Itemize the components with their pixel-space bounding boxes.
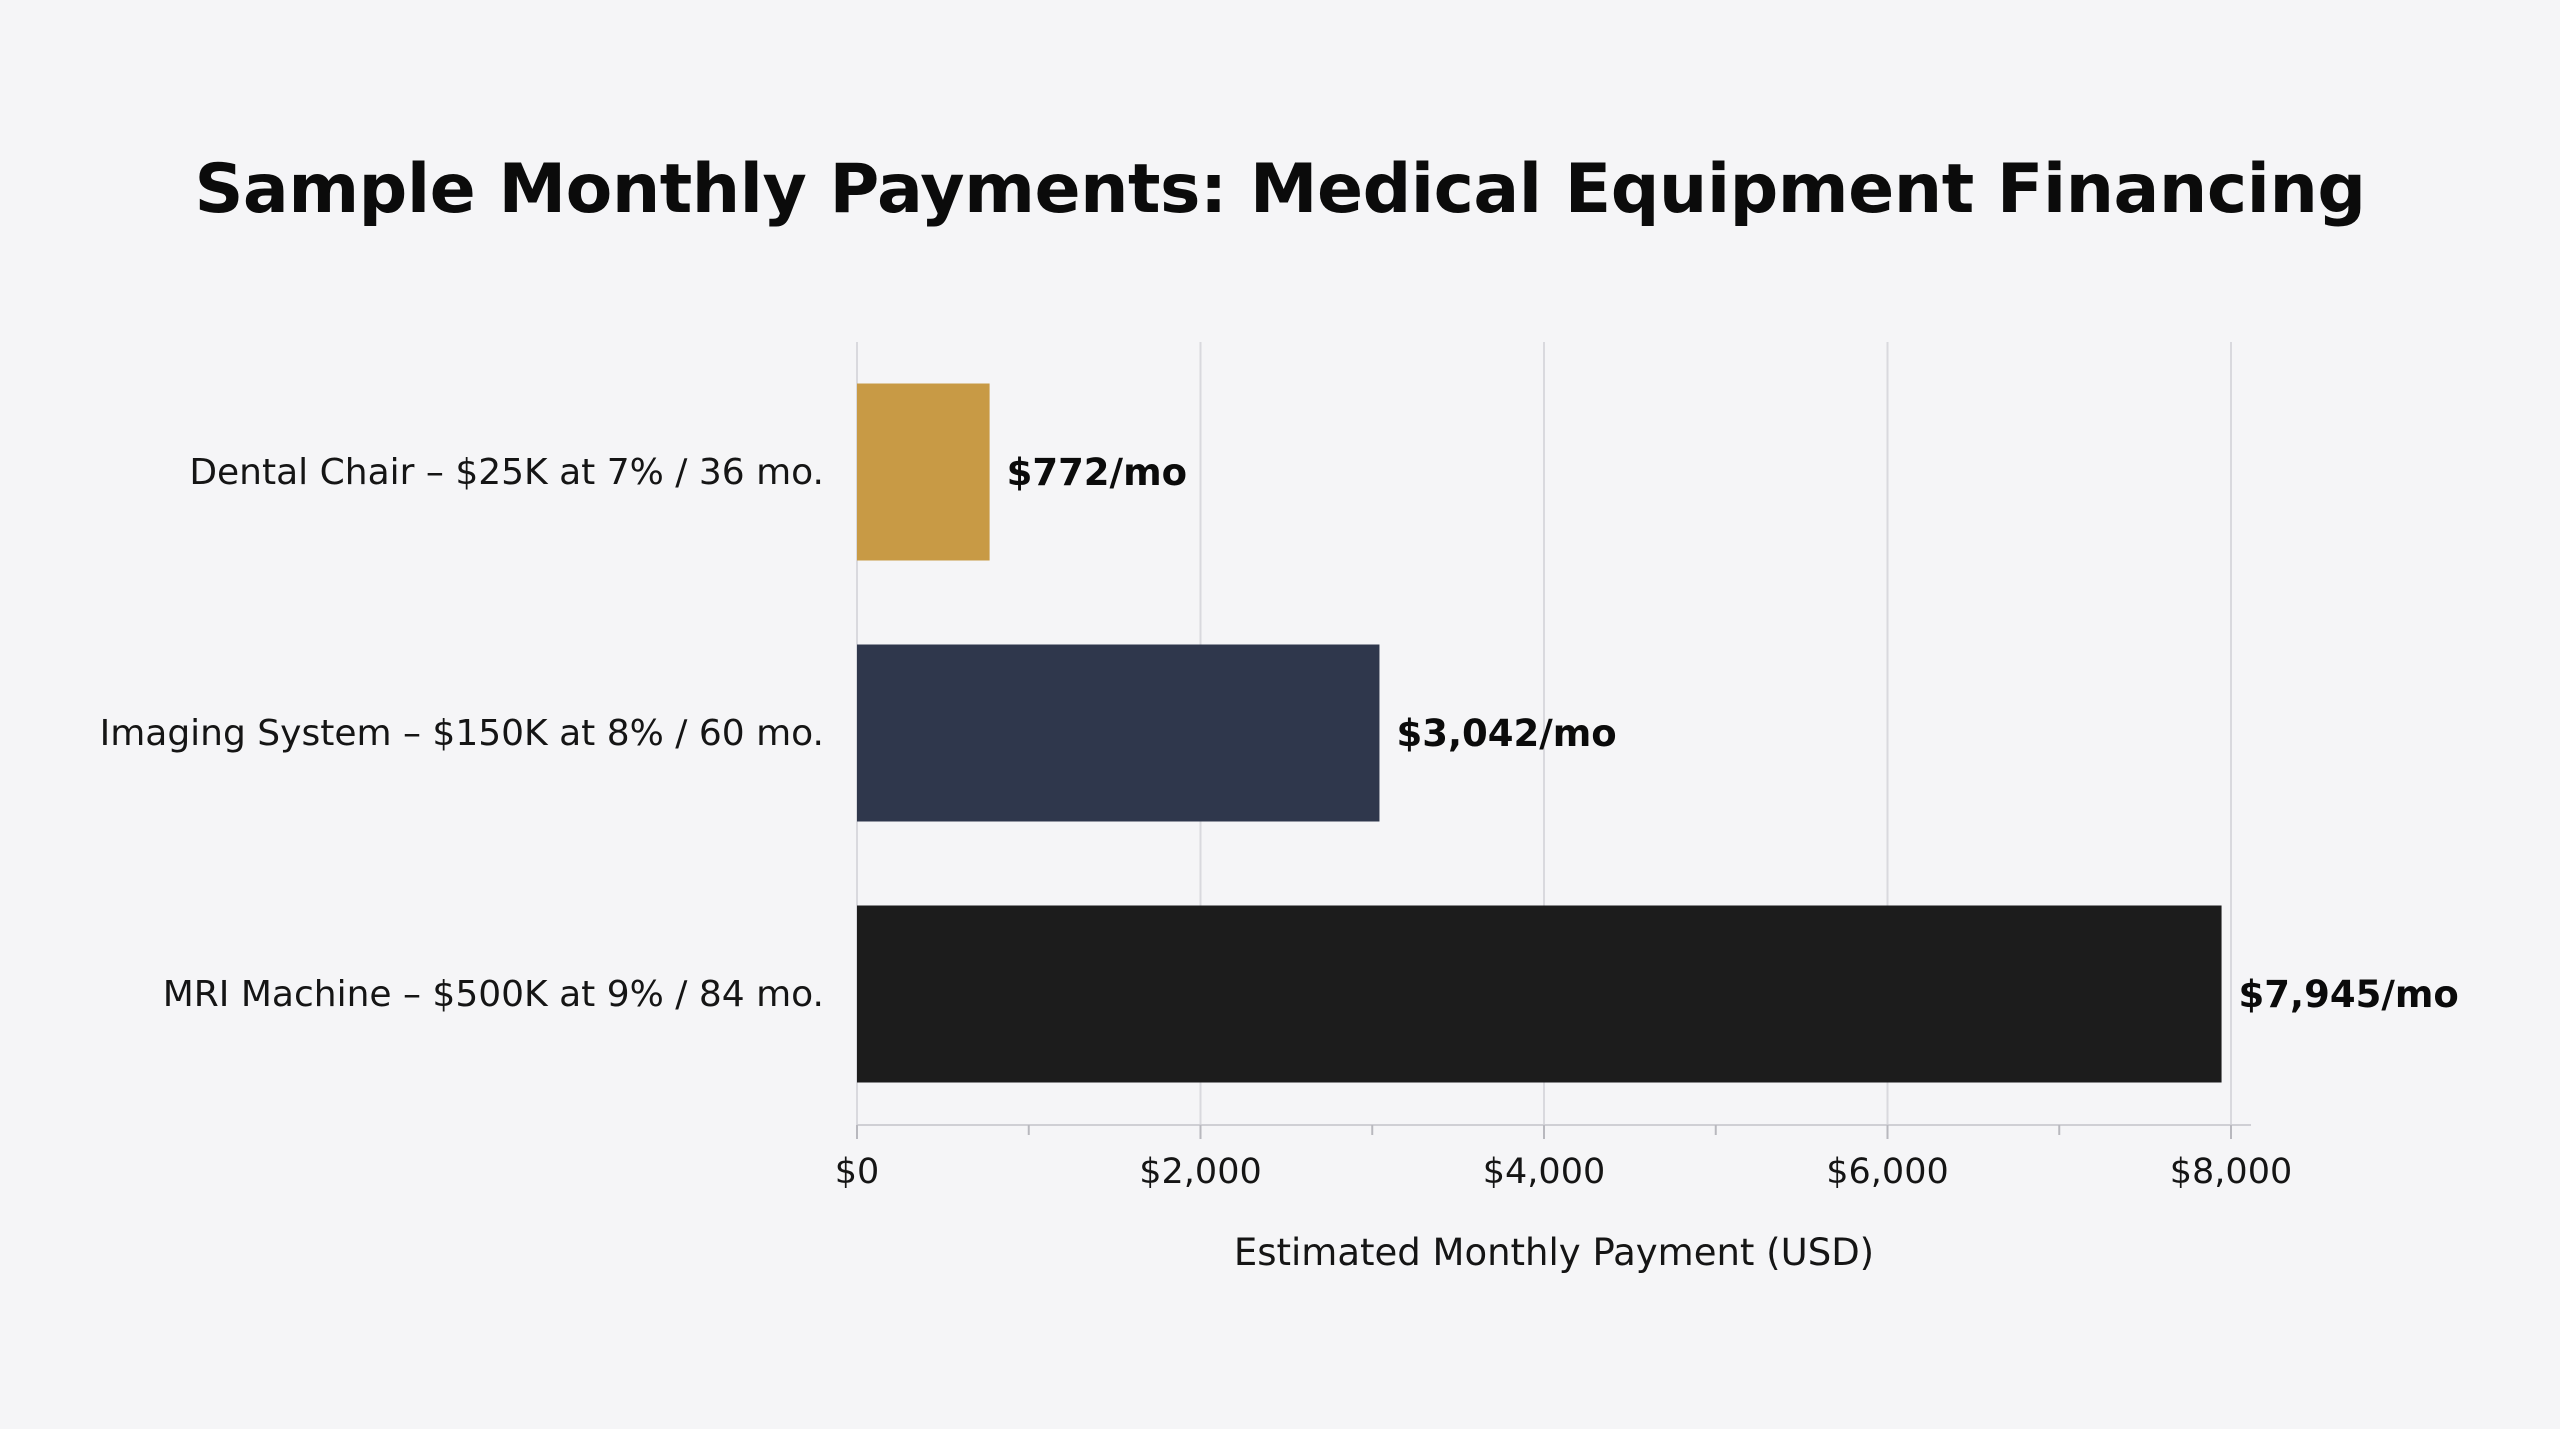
category-label: MRI Machine – $500K at 9% / 84 mo. (163, 974, 824, 1015)
bar-2 (857, 905, 2222, 1083)
x-tick-label: $6,000 (1826, 1152, 1948, 1192)
bar-0 (857, 383, 990, 561)
x-tick-label: $4,000 (1483, 1152, 1605, 1192)
x-tick-label: $0 (835, 1152, 880, 1192)
category-label: Dental Chair – $25K at 7% / 36 mo. (189, 452, 824, 493)
data-label: $7,945/mo (2239, 973, 2459, 1016)
bar-1 (857, 644, 1380, 822)
x-axis: $0 $2,000 $4,000 $6,000 $8,000 (835, 1124, 2292, 1192)
category-label: Imaging System – $150K at 8% / 60 mo. (100, 713, 824, 754)
chart-title: Sample Monthly Payments: Medical Equipme… (194, 150, 2366, 229)
data-label: $3,042/mo (1396, 712, 1616, 755)
x-tick-label: $2,000 (1139, 1152, 1261, 1192)
data-label: $772/mo (1007, 451, 1187, 494)
x-tick-label: $8,000 (2170, 1152, 2292, 1192)
labels: Dental Chair – $25K at 7% / 36 mo. Imagin… (100, 451, 2459, 1016)
x-axis-title: Estimated Monthly Payment (USD) (1234, 1231, 1874, 1274)
bars (857, 383, 2222, 1083)
